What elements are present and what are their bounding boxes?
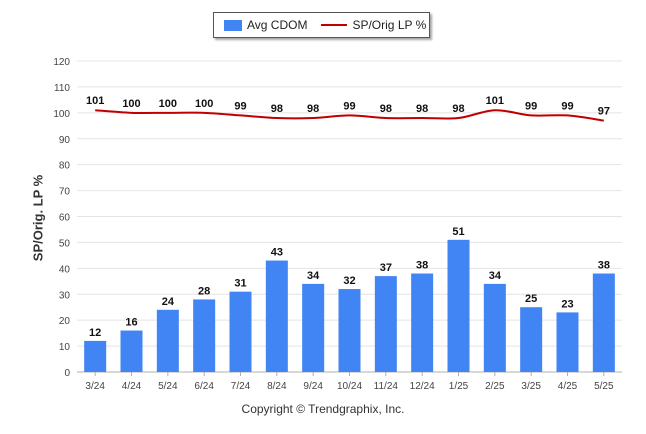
x-tick-label: 4/25 xyxy=(558,381,578,392)
x-tick-label: 2/25 xyxy=(485,381,505,392)
x-tick-label: 1/25 xyxy=(449,381,469,392)
bar-data-label: 43 xyxy=(271,247,283,259)
line-data-label: 98 xyxy=(452,103,464,115)
bar xyxy=(374,276,397,372)
bar-data-label: 51 xyxy=(452,226,464,238)
y-tick-label: 90 xyxy=(59,135,71,146)
x-tick-label: 6/24 xyxy=(194,381,214,392)
y-tick-label: 80 xyxy=(59,161,71,172)
y-tick-label: 40 xyxy=(59,264,71,275)
x-tick-label: 3/25 xyxy=(521,381,541,392)
bar xyxy=(447,239,470,372)
legend: Avg CDOM SP/Orig LP % xyxy=(213,12,430,38)
y-tick-label: 0 xyxy=(64,368,70,379)
bar xyxy=(520,307,543,372)
line-data-label: 99 xyxy=(561,100,573,112)
bar-data-label: 34 xyxy=(489,270,502,282)
y-tick-label: 60 xyxy=(59,213,71,224)
bar-data-label: 32 xyxy=(343,275,355,287)
line-data-label: 100 xyxy=(159,98,177,110)
line-data-label: 98 xyxy=(307,103,319,115)
y-tick-label: 30 xyxy=(59,290,71,301)
bar-data-label: 16 xyxy=(125,317,137,329)
line-series xyxy=(95,109,604,122)
line-data-label: 101 xyxy=(86,95,104,107)
bar xyxy=(229,291,252,372)
line-data-label: 100 xyxy=(195,98,213,110)
y-axis-label: SP/Orig. LP % xyxy=(30,174,46,262)
bar xyxy=(411,273,434,372)
line-data-label: 98 xyxy=(416,103,428,115)
y-tick-label: 10 xyxy=(59,342,71,353)
bar-data-label: 23 xyxy=(561,298,573,310)
y-tick-label: 100 xyxy=(53,109,70,120)
y-tick-label: 50 xyxy=(59,238,71,249)
x-tick-label: 8/24 xyxy=(267,381,287,392)
legend-label-line: SP/Orig LP % xyxy=(352,18,427,32)
bar xyxy=(592,273,615,372)
bar xyxy=(156,309,179,372)
legend-item-bars: Avg CDOM xyxy=(224,18,307,32)
copyright-footer: Copyright © Trendgraphix, Inc. xyxy=(241,402,405,416)
legend-label-bars: Avg CDOM xyxy=(247,18,308,32)
y-tick-label: 110 xyxy=(54,83,70,94)
bar xyxy=(483,283,506,372)
bar xyxy=(302,283,325,372)
bar-data-label: 24 xyxy=(162,296,175,308)
y-tick-label: 120 xyxy=(53,57,70,68)
bar xyxy=(193,299,216,372)
bar xyxy=(338,289,361,372)
x-tick-label: 4/24 xyxy=(122,381,142,392)
legend-swatch-line xyxy=(321,24,348,26)
line-data-label: 99 xyxy=(525,100,537,112)
bar-data-label: 37 xyxy=(380,262,392,274)
legend-swatch-bar xyxy=(224,19,242,31)
bar-data-label: 31 xyxy=(234,278,246,290)
legend-item-line: SP/Orig LP % xyxy=(321,18,426,32)
x-tick-label: 10/24 xyxy=(337,381,362,392)
line-data-label: 99 xyxy=(343,100,355,112)
x-tick-label: 9/24 xyxy=(303,381,323,392)
bar xyxy=(556,312,579,372)
bar-data-label: 34 xyxy=(307,270,320,282)
line-data-label: 100 xyxy=(122,98,140,110)
y-tick-label: 20 xyxy=(59,316,71,327)
y-tick-label: 70 xyxy=(59,187,71,198)
x-tick-label: 3/24 xyxy=(85,381,105,392)
x-tick-label: 7/24 xyxy=(231,381,251,392)
bar-data-label: 38 xyxy=(416,260,428,272)
x-tick-label: 11/24 xyxy=(374,381,399,392)
bar-data-label: 28 xyxy=(198,285,210,297)
line-data-label: 97 xyxy=(598,106,610,118)
bar-data-label: 25 xyxy=(525,293,537,305)
x-tick-label: 5/24 xyxy=(158,381,178,392)
line-data-label: 99 xyxy=(234,100,246,112)
line-data-label: 98 xyxy=(271,103,283,115)
bar xyxy=(120,330,143,372)
x-tick-label: 5/25 xyxy=(594,381,614,392)
bar-data-label: 12 xyxy=(89,327,101,339)
line-data-label: 101 xyxy=(486,95,504,107)
bar xyxy=(84,340,107,372)
x-tick-label: 12/24 xyxy=(410,381,435,392)
line-data-label: 98 xyxy=(380,103,392,115)
bar-data-label: 38 xyxy=(598,260,610,272)
bar xyxy=(265,260,288,372)
